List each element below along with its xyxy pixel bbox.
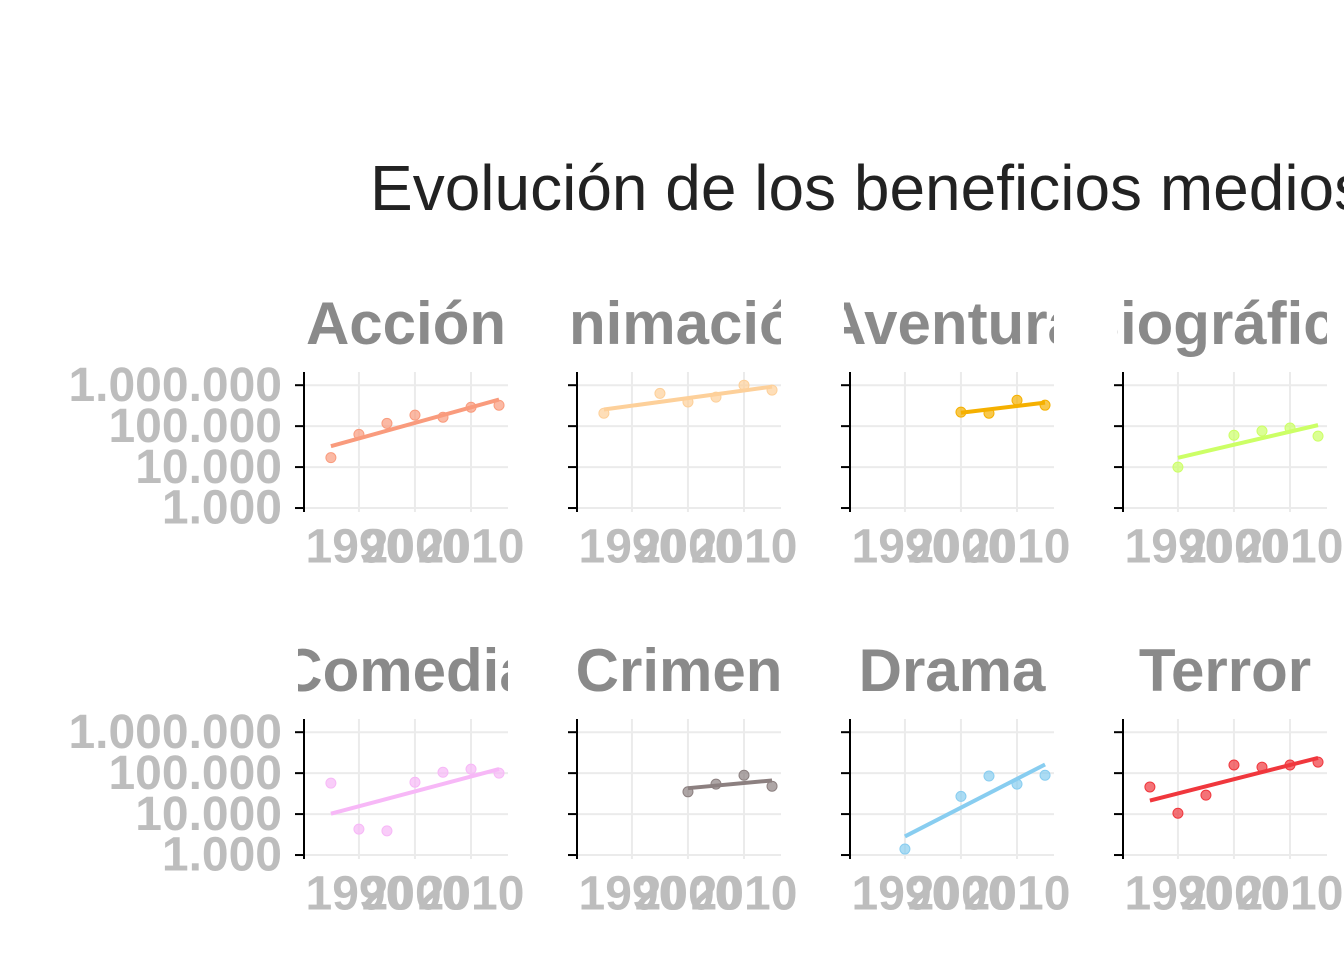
x-tick-label: 1990: [306, 521, 413, 574]
point: [1256, 761, 1268, 773]
y-tick-label: 1.000.000: [68, 359, 282, 412]
x-tick-label: 2000: [908, 521, 1015, 574]
point: [465, 763, 477, 775]
point: [1228, 759, 1240, 771]
point: [353, 428, 365, 440]
point: [1256, 425, 1268, 437]
y-tick-label: 100.000: [108, 747, 282, 800]
point: [325, 452, 337, 464]
point: [1284, 759, 1296, 771]
x-tick-label: 2010: [691, 521, 798, 574]
facet-title: Aventura: [823, 290, 1081, 357]
point: [682, 396, 694, 408]
x-tick-label: 1990: [306, 868, 413, 921]
y-tick-label: 10.000: [135, 441, 282, 494]
y-tick-label: 1.000: [162, 829, 282, 882]
point: [983, 770, 995, 782]
x-tick-label: 2010: [418, 868, 525, 921]
point: [1039, 769, 1051, 781]
point: [710, 391, 722, 403]
x-tick-label: 2000: [908, 868, 1015, 921]
x-tick-label: 2010: [964, 868, 1071, 921]
point: [381, 417, 393, 429]
x-tick-label: 1990: [579, 521, 686, 574]
y-tick-label: 10.000: [135, 788, 282, 841]
point: [465, 401, 477, 413]
point: [983, 407, 995, 419]
point: [437, 766, 449, 778]
x-tick-label: 2010: [1237, 868, 1344, 921]
point: [738, 769, 750, 781]
point: [437, 411, 449, 423]
trend-line: [960, 400, 1046, 415]
facet-title: Terror: [1139, 637, 1311, 704]
point: [598, 407, 610, 419]
x-tick-label: 2010: [691, 868, 798, 921]
point: [1228, 429, 1240, 441]
point: [1172, 461, 1184, 473]
point: [1200, 789, 1212, 801]
facet-title: Drama: [859, 637, 1046, 704]
point: [1312, 430, 1324, 442]
facet-title: Biográfico: [1077, 290, 1344, 357]
x-tick-label: 2000: [635, 521, 742, 574]
point: [955, 790, 967, 802]
point: [493, 767, 505, 779]
x-tick-label: 1990: [579, 868, 686, 921]
point: [493, 399, 505, 411]
point: [766, 780, 778, 792]
point: [409, 776, 421, 788]
facet-title: Animación: [526, 290, 833, 357]
point: [1284, 422, 1296, 434]
x-tick-label: 2000: [362, 521, 469, 574]
point: [738, 379, 750, 391]
trend-line: [687, 778, 773, 791]
x-tick-label: 2000: [1181, 521, 1288, 574]
facet-title: Comedia: [279, 637, 533, 704]
x-tick-label: 1990: [852, 521, 959, 574]
x-tick-label: 2010: [418, 521, 525, 574]
point: [353, 823, 365, 835]
point: [1011, 778, 1023, 790]
point: [1144, 781, 1156, 793]
facet-title: Acción: [306, 290, 506, 357]
trend-line: [904, 762, 1046, 839]
point: [710, 778, 722, 790]
point: [955, 406, 967, 418]
x-tick-label: 2000: [635, 868, 742, 921]
point: [654, 387, 666, 399]
point: [325, 777, 337, 789]
point: [899, 843, 911, 855]
point: [1312, 756, 1324, 768]
point: [409, 409, 421, 421]
x-tick-label: 2000: [1181, 868, 1288, 921]
x-tick-label: 1990: [1125, 521, 1232, 574]
chart-title: Evolución de los beneficios medios: [370, 152, 1344, 224]
point: [381, 825, 393, 837]
point: [1039, 399, 1051, 411]
x-tick-label: 1990: [1125, 868, 1232, 921]
trend-line: [330, 767, 500, 816]
point: [1172, 807, 1184, 819]
facet-title: Crimen: [576, 637, 783, 704]
y-tick-label: 1.000.000: [68, 706, 282, 759]
point: [682, 786, 694, 798]
point: [766, 384, 778, 396]
x-tick-label: 1990: [852, 868, 959, 921]
x-tick-label: 2010: [964, 521, 1071, 574]
x-tick-label: 2010: [1237, 521, 1344, 574]
point: [1011, 394, 1023, 406]
trend-line: [1177, 423, 1319, 460]
y-tick-label: 1.000: [162, 482, 282, 535]
y-tick-label: 100.000: [108, 400, 282, 453]
x-tick-label: 2000: [362, 868, 469, 921]
